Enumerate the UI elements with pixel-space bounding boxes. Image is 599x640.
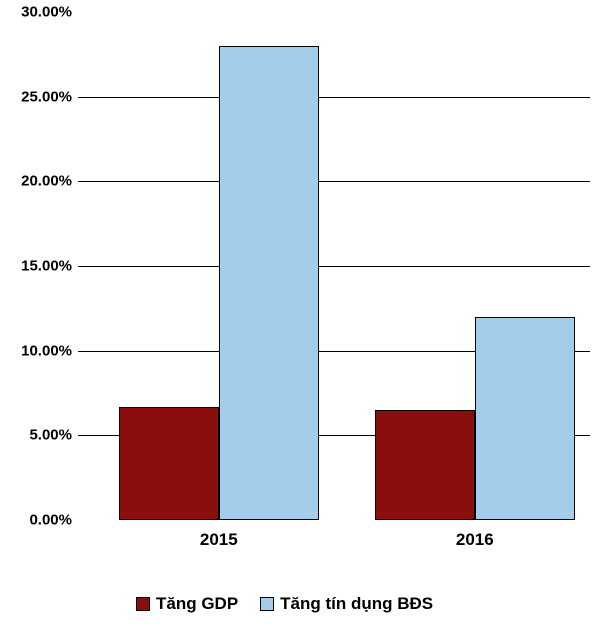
y-tick-label: 0.00% (29, 512, 78, 529)
plot-area: 0.00%5.00%10.00%15.00%20.00%25.00%30.00%… (78, 12, 590, 520)
y-tick-label: 10.00% (21, 342, 78, 359)
bar-tăng-tín-dụng-bđs-2015 (219, 46, 319, 520)
gridline (78, 97, 590, 98)
y-tick-label: 25.00% (21, 88, 78, 105)
bar-tăng-gdp-2015 (119, 407, 219, 520)
legend-swatch (136, 597, 150, 611)
y-tick-label: 20.00% (21, 173, 78, 190)
gridline (78, 181, 590, 182)
legend-label: Tăng GDP (156, 594, 238, 614)
y-tick-label: 15.00% (21, 258, 78, 275)
legend-item: Tăng GDP (136, 594, 238, 614)
x-tick-label: 2016 (456, 520, 494, 550)
bar-tăng-tín-dụng-bđs-2016 (475, 317, 575, 520)
legend-label: Tăng tín dụng BĐS (280, 594, 433, 614)
legend-item: Tăng tín dụng BĐS (260, 594, 433, 614)
x-tick-label: 2015 (200, 520, 238, 550)
legend-swatch (260, 597, 274, 611)
chart-container: 0.00% 5.00% 10.00% 15.00% 20.00% 25.00% 30.00%… (0, 0, 599, 640)
legend: Tăng GDP Tăng tín dụng BĐS (136, 594, 433, 614)
gridline (78, 266, 590, 267)
y-tick-label: 30.00% (21, 4, 78, 21)
bar-tăng-gdp-2016 (375, 410, 475, 520)
y-tick-label: 5.00% (29, 427, 78, 444)
